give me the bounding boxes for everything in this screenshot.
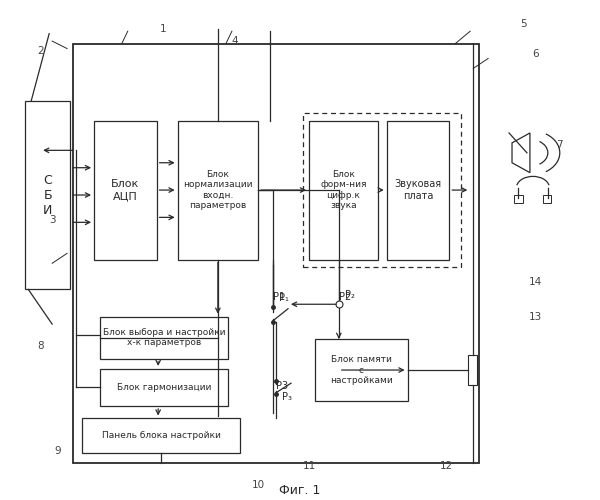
Bar [25,100,70,290]
Text: Блок выбора и настройки
х-к параметров: Блок выбора и настройки х-к параметров [103,328,226,347]
Text: 2: 2 [37,46,44,56]
Text: Блок памяти
с
настройками: Блок памяти с настройками [330,355,392,385]
Bar [82,418,240,453]
Text: 4: 4 [231,36,238,46]
Bar [315,339,407,401]
Text: 9: 9 [55,446,61,456]
Bar [543,194,551,203]
Text: Панель блока настройки: Панель блока настройки [102,432,221,440]
Text: P1: P1 [273,292,285,302]
Bar [309,120,377,260]
Text: Блок
АЦП: Блок АЦП [111,180,139,201]
Text: P₁: P₁ [279,293,289,303]
Text: 1: 1 [160,24,166,34]
Bar [100,316,229,359]
Text: 7: 7 [556,140,563,150]
Bar [73,44,479,463]
Text: 5: 5 [521,18,527,28]
Text: P3: P3 [276,381,288,391]
Bar [94,120,157,260]
Bar [386,120,449,260]
Text: Блок гармонизации: Блок гармонизации [117,383,211,392]
Text: С
Б
И: С Б И [43,174,52,216]
Bar [514,194,523,203]
Text: P₃: P₃ [282,392,292,402]
Text: Блок
форм-ния
цифр.к
звука: Блок форм-ния цифр.к звука [320,170,367,210]
Text: 13: 13 [529,312,542,322]
Text: 8: 8 [37,342,44,351]
Text: 11: 11 [302,460,316,470]
Text: 10: 10 [251,480,265,490]
Text: 14: 14 [529,277,542,287]
Text: P₂: P₂ [345,290,355,300]
Bar [469,355,477,385]
Text: Звуковая
плата: Звуковая плата [394,180,442,201]
Text: 6: 6 [533,48,539,58]
Bar [100,369,229,406]
Text: 12: 12 [440,460,453,470]
Text: 3: 3 [49,215,55,225]
Text: Фиг. 1: Фиг. 1 [280,484,320,497]
Text: P2: P2 [339,292,351,302]
Bar [303,113,461,267]
Bar [178,120,258,260]
Text: Блок
нормализации
входн.
параметров: Блок нормализации входн. параметров [183,170,253,210]
